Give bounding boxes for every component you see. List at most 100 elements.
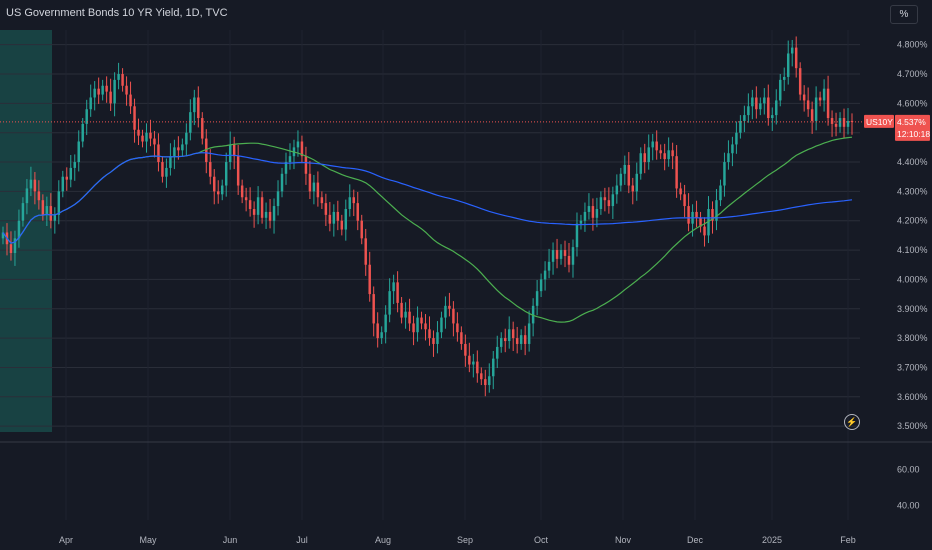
candle-body: [296, 141, 300, 148]
candle-body: [380, 332, 383, 339]
lightning-icon[interactable]: ⚡: [844, 414, 860, 430]
candle-body: [1, 232, 5, 239]
unit-toggle-button[interactable]: %: [890, 5, 918, 24]
y-tick-label: 4.000%: [897, 274, 928, 284]
ma-slow-line: [2, 152, 853, 244]
price-badge-symbol-bg: [864, 114, 894, 128]
candle-body: [356, 203, 359, 221]
candle-body: [432, 338, 435, 344]
candle-body: [627, 164, 631, 186]
candle-body: [213, 176, 216, 192]
candle-body: [444, 305, 447, 318]
price-badge-price: 4.537%: [897, 117, 926, 127]
candle-body: [316, 182, 320, 198]
candle-body: [591, 206, 595, 218]
candle-body: [731, 144, 734, 154]
candle-body: [304, 156, 308, 174]
candle-body: [276, 191, 280, 207]
candle-body: [209, 162, 212, 177]
candle-body: [29, 179, 33, 189]
candle-body: [224, 162, 228, 186]
candle-body: [177, 147, 180, 151]
candle-body: [53, 214, 57, 221]
candle-body: [105, 85, 108, 92]
candle-body: [759, 103, 762, 110]
candle-body: [842, 118, 846, 127]
candle-body: [173, 147, 176, 157]
candle-body: [161, 162, 164, 177]
candle-body: [543, 270, 547, 280]
y-tick-label: 4.200%: [897, 216, 928, 226]
candle-body: [284, 162, 288, 174]
candle-body: [169, 156, 172, 168]
candle-body: [539, 279, 543, 292]
candle-body: [157, 144, 160, 163]
chart-title: US Government Bonds 10 YR Yield, 1D, TVC: [6, 7, 228, 19]
candle-body: [41, 200, 45, 215]
candle-body: [503, 338, 507, 342]
candle-body: [667, 150, 670, 160]
candle-body: [189, 112, 192, 133]
y-tick-label: 3.500%: [897, 421, 928, 431]
candle-body: [551, 250, 555, 262]
candle-body: [711, 208, 714, 221]
candle-body: [97, 88, 100, 95]
candle-body: [396, 282, 399, 303]
candle-body: [13, 238, 17, 254]
candle-body: [488, 376, 491, 386]
candle-body: [663, 153, 666, 160]
candle-body: [587, 206, 591, 212]
candle-body: [165, 167, 168, 177]
candle-body: [715, 200, 718, 221]
candle-body: [779, 79, 782, 101]
candle-body: [687, 206, 690, 224]
candle-body: [460, 332, 463, 344]
candle-body: [328, 214, 332, 224]
candle-body: [101, 85, 104, 95]
candle-body: [197, 97, 200, 119]
candle-body: [623, 164, 627, 174]
candle-body: [125, 85, 128, 95]
y-tick-label: 4.300%: [897, 186, 928, 196]
candle-body: [547, 261, 551, 271]
candle-body: [743, 115, 746, 121]
candle-body: [25, 188, 29, 204]
candle-body: [810, 109, 814, 121]
x-tick-label: Dec: [687, 535, 704, 545]
candle-body: [308, 173, 312, 192]
candle-body: [129, 94, 132, 107]
candle-body: [428, 329, 431, 339]
candle-body: [755, 97, 758, 110]
candle-body: [352, 197, 355, 204]
candle-body: [802, 94, 806, 101]
candle-body: [416, 317, 419, 333]
y-tick-label: 3.900%: [897, 304, 928, 314]
candle-body: [244, 197, 248, 201]
candle-body: [77, 141, 80, 163]
candle-body: [368, 264, 371, 295]
candle-body: [193, 97, 196, 113]
y-tick-label: 3.700%: [897, 362, 928, 372]
candle-body: [739, 120, 742, 133]
candle-body: [699, 217, 702, 227]
candle-body: [185, 132, 188, 145]
candle-body: [786, 53, 790, 77]
candle-body: [372, 294, 375, 324]
candle-body: [603, 197, 607, 201]
candle-body: [783, 76, 786, 80]
candle-body: [814, 97, 818, 121]
candle-body: [531, 305, 535, 324]
candle-body: [85, 109, 88, 124]
candle-body: [448, 305, 451, 309]
candle-body: [611, 194, 615, 207]
candle-body: [619, 173, 623, 186]
candle-body: [567, 255, 571, 265]
candle-body: [45, 206, 49, 215]
candle-body: [153, 138, 156, 145]
candle-body: [790, 47, 794, 54]
candle-body: [73, 162, 76, 168]
candle-body: [344, 208, 348, 230]
candle-body: [424, 323, 427, 330]
candle-body: [846, 120, 850, 127]
